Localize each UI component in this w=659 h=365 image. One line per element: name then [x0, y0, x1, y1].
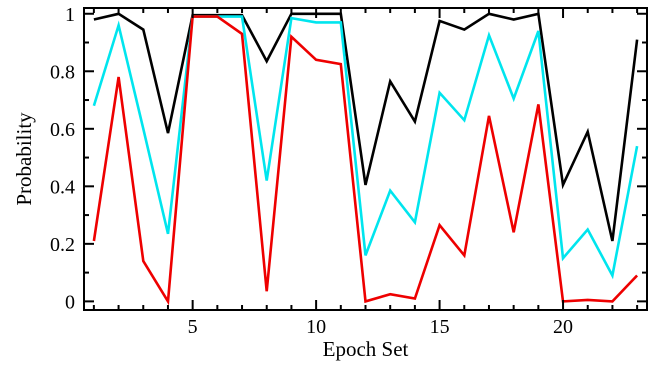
x-axis-title: Epoch Set [323, 337, 409, 361]
series-layer [92, 12, 639, 306]
y-tick-label: 0 [65, 291, 75, 313]
y-axis-title: Probability [12, 112, 36, 206]
x-tick-label: 10 [306, 316, 326, 338]
series-line-1 [93, 12, 639, 242]
y-tick-label: 1 [65, 4, 75, 26]
x-tick-label: 15 [430, 316, 450, 338]
x-tick-label: 5 [188, 316, 198, 338]
y-tick-label: 0.2 [50, 234, 75, 256]
tick-layer: 5 10 15 20 0 0.2 0.4 0.6 0.8 1 [50, 4, 647, 338]
x-tick-label: 20 [553, 316, 573, 338]
y-tick-label: 0.8 [50, 61, 75, 83]
y-tick-label: 0.6 [50, 119, 75, 141]
series-line-3 [92, 15, 639, 306]
y-tick-label: 0.4 [50, 176, 75, 198]
plot-frame [83, 7, 648, 311]
series-line-2 [92, 15, 639, 280]
